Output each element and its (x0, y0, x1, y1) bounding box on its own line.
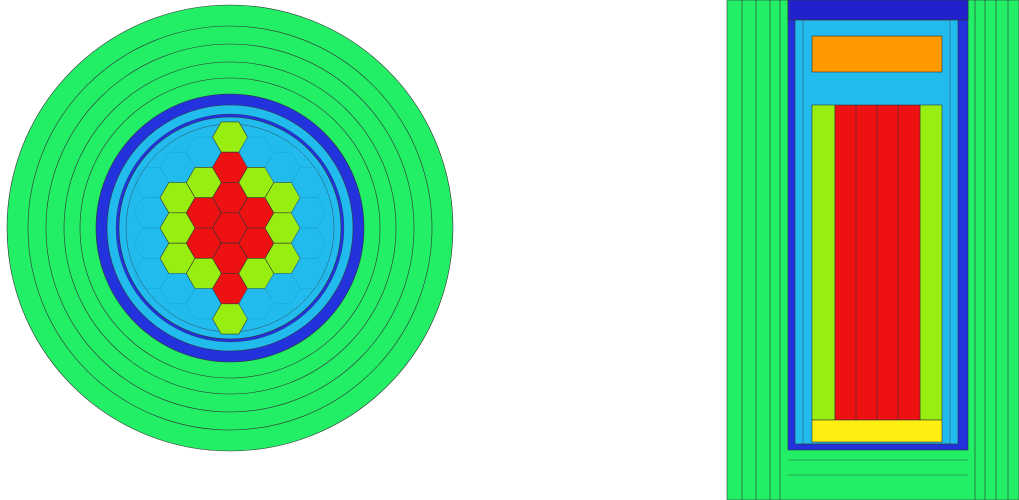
outer-fuel-right (919, 104, 943, 421)
ring-line (63, 61, 397, 395)
core-lattice (133, 121, 327, 335)
ring-line (27, 25, 433, 431)
outer-fuel-left (811, 104, 836, 421)
inner-fuel (834, 104, 921, 421)
lower-block (811, 419, 943, 443)
barrel-line (802, 19, 951, 445)
axial-view (726, 0, 1019, 500)
ring-line (79, 77, 381, 379)
coolant-hex (291, 258, 327, 289)
ring-line (45, 43, 415, 413)
radial-view (6, 4, 454, 452)
plenum-block (811, 35, 943, 73)
reflector-lines (741, 0, 1009, 500)
vessel-head (787, 0, 969, 21)
